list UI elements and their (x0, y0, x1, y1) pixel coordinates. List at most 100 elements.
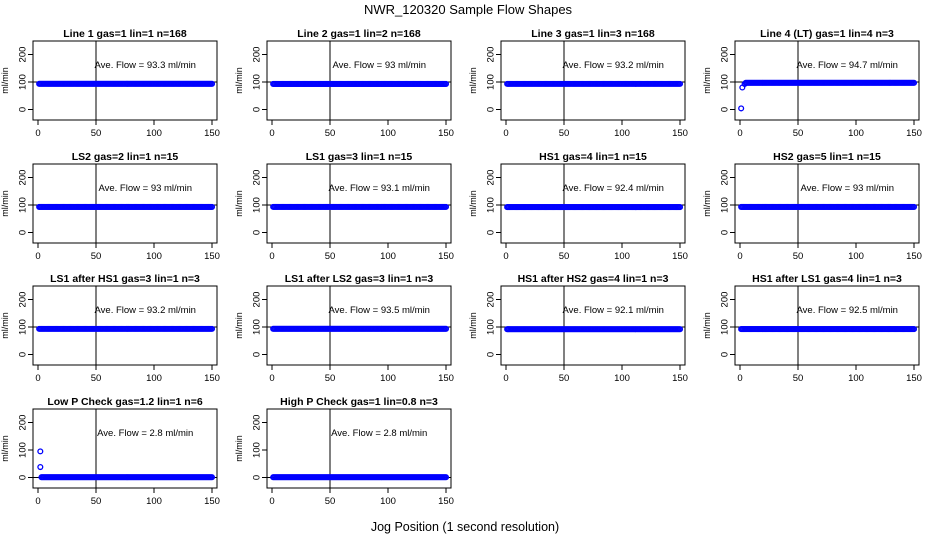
average-flow-annotation: Ave. Flow = 92.1 ml/min (563, 305, 664, 316)
panel-title: HS1 gas=4 lin=1 n=15 (539, 151, 647, 163)
panel-title: HS1 after LS1 gas=4 lin=1 n=3 (752, 273, 902, 285)
x-tick-label: 50 (793, 373, 804, 384)
panel-title: Line 2 gas=1 lin=2 n=168 (297, 28, 421, 40)
y-tick-label: 200 (18, 47, 29, 63)
x-tick-label: 50 (325, 373, 336, 384)
average-flow-annotation: Ave. Flow = 2.8 ml/min (97, 428, 193, 439)
panel-11: HS1 after HS2 gas=4 lin=1 n=3 0 50 100 150 0 1… (468, 273, 688, 384)
x-tick-label: 150 (672, 251, 688, 262)
y-axis-label: ml/min (234, 435, 244, 462)
y-tick-label: 200 (18, 415, 29, 431)
x-tick-label: 100 (614, 251, 630, 262)
panel-7: HS1 gas=4 lin=1 n=15 0 50 100 150 0 100 200 ml/m… (468, 151, 688, 262)
x-tick-label: 150 (204, 128, 220, 139)
y-tick-label: 100 (486, 319, 497, 335)
y-tick-label: 100 (18, 197, 29, 213)
figure-title: NWR_120320 Sample Flow Shapes (364, 2, 573, 17)
panel-9: LS1 after HS1 gas=3 lin=1 n=3 0 50 100 150 0 1… (0, 273, 220, 384)
x-tick-label: 0 (737, 128, 742, 139)
x-tick-label: 0 (35, 373, 40, 384)
y-tick-label: 0 (252, 352, 263, 357)
x-tick-label: 100 (146, 373, 162, 384)
average-flow-annotation: Ave. Flow = 94.7 ml/min (797, 60, 898, 71)
plot-frame (32, 40, 218, 121)
y-tick-label: 100 (252, 442, 263, 458)
y-tick-label: 200 (720, 292, 731, 308)
data-point-outlier (37, 448, 44, 455)
x-tick-label: 100 (380, 373, 396, 384)
y-axis-label: ml/min (0, 67, 10, 94)
data-point (442, 325, 450, 332)
y-tick-label: 200 (18, 170, 29, 186)
x-tick-label: 100 (848, 251, 864, 262)
data-point (208, 474, 216, 481)
y-tick-label: 200 (252, 170, 263, 186)
y-tick-label: 200 (252, 47, 263, 63)
data-point-outlier (37, 463, 44, 471)
panel-title: High P Check gas=1 lin=0.8 n=3 (280, 396, 438, 408)
y-tick-label: 0 (18, 230, 29, 235)
y-tick-label: 0 (486, 230, 497, 235)
average-flow-annotation: Ave. Flow = 2.8 ml/min (331, 428, 427, 439)
x-tick-label: 50 (559, 128, 570, 139)
y-tick-label: 100 (18, 319, 29, 335)
x-tick-label: 50 (559, 373, 570, 384)
y-tick-label: 200 (486, 47, 497, 63)
x-tick-label: 100 (146, 496, 162, 507)
plot-frame (32, 408, 218, 489)
plot-frame (266, 40, 452, 121)
x-tick-label: 0 (737, 251, 742, 262)
y-tick-label: 200 (720, 47, 731, 63)
panel-title: Line 4 (LT) gas=1 lin=4 n=3 (760, 28, 894, 40)
data-point (910, 203, 918, 210)
average-flow-annotation: Ave. Flow = 93.2 ml/min (95, 305, 196, 316)
x-tick-label: 50 (793, 251, 804, 262)
x-tick-label: 0 (35, 496, 40, 507)
panel-title: LS1 after LS2 gas=3 lin=1 n=3 (285, 273, 434, 285)
average-flow-annotation: Ave. Flow = 93.5 ml/min (329, 305, 430, 316)
data-point-outlier (738, 105, 745, 112)
x-tick-label: 0 (269, 251, 274, 262)
plot-frame (734, 40, 920, 121)
y-tick-label: 100 (252, 197, 263, 213)
y-tick-label: 0 (720, 352, 731, 357)
x-tick-label: 50 (793, 128, 804, 139)
plot-frame (266, 163, 452, 244)
x-tick-label: 100 (848, 373, 864, 384)
data-point (442, 80, 450, 87)
y-tick-label: 0 (252, 230, 263, 235)
x-tick-label: 100 (146, 128, 162, 139)
x-tick-label: 100 (380, 128, 396, 139)
average-flow-annotation: Ave. Flow = 93 ml/min (98, 183, 192, 194)
panel-4: Line 4 (LT) gas=1 lin=4 n=3 0 50 100 150 0 100… (702, 28, 922, 139)
plot-frame (500, 285, 686, 366)
figure-xlabel: Jog Position (1 second resolution) (371, 520, 559, 534)
x-tick-label: 150 (672, 128, 688, 139)
x-tick-label: 0 (503, 373, 508, 384)
x-tick-label: 50 (91, 251, 102, 262)
data-point (208, 203, 216, 210)
panel-6: LS1 gas=3 lin=1 n=15 0 50 100 150 0 100 200 ml/m… (234, 151, 454, 262)
data-point (442, 474, 450, 481)
y-axis-label: ml/min (0, 190, 10, 217)
data-point-outlier (741, 80, 748, 87)
x-tick-label: 50 (325, 251, 336, 262)
y-tick-label: 100 (720, 319, 731, 335)
x-tick-label: 100 (380, 496, 396, 507)
x-tick-label: 150 (204, 496, 220, 507)
plot-frame (32, 163, 218, 244)
panel-12: HS1 after LS1 gas=4 lin=1 n=3 0 50 100 150 0 1… (702, 273, 922, 384)
panel-10: LS1 after LS2 gas=3 lin=1 n=3 0 50 100 150 0 1… (234, 273, 454, 384)
y-tick-label: 100 (252, 319, 263, 335)
x-tick-label: 100 (146, 251, 162, 262)
x-tick-label: 50 (559, 251, 570, 262)
x-tick-label: 50 (91, 496, 102, 507)
average-flow-annotation: Ave. Flow = 93 ml/min (800, 183, 894, 194)
x-tick-label: 100 (614, 373, 630, 384)
x-tick-label: 150 (438, 128, 454, 139)
x-tick-label: 50 (91, 128, 102, 139)
plot-frame (266, 408, 452, 489)
average-flow-annotation: Ave. Flow = 93 ml/min (332, 60, 426, 71)
panel-title: LS1 gas=3 lin=1 n=15 (306, 151, 413, 163)
